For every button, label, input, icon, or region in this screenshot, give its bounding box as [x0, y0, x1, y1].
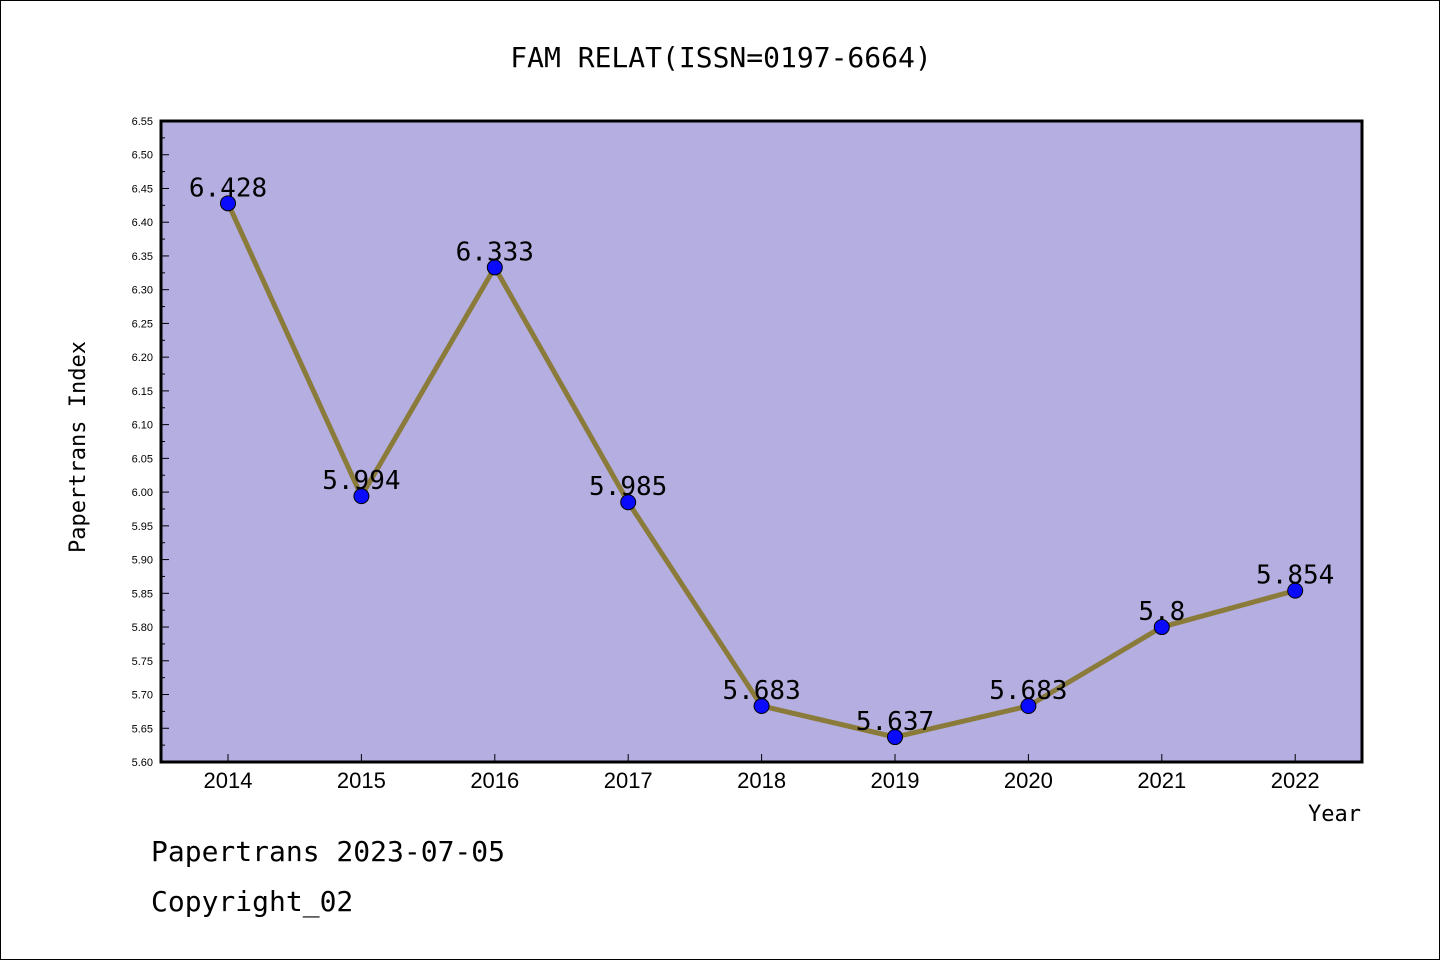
y-tick-label: 6.35 — [132, 251, 153, 263]
data-point — [753, 697, 770, 714]
data-point — [353, 488, 370, 505]
data-label: 5.683 — [989, 676, 1067, 706]
y-tick-label: 6.25 — [132, 318, 153, 330]
y-tick-label: 5.90 — [132, 555, 153, 567]
data-point — [620, 494, 637, 511]
x-tick-label: 2015 — [337, 768, 386, 793]
y-axis-label: Papertrans Index — [66, 341, 91, 553]
footer-date: Papertrans 2023-07-05 — [151, 835, 506, 868]
y-tick-label: 6.15 — [132, 386, 153, 398]
x-tick-label: 2022 — [1271, 768, 1320, 793]
y-tick-label: 5.95 — [132, 521, 153, 533]
x-tick-label: 2017 — [604, 768, 653, 793]
data-point — [486, 259, 503, 276]
x-tick-label: 2018 — [737, 768, 786, 793]
data-point — [1020, 697, 1037, 714]
x-axis: 2014 2015 2016 2017 2018 2019 2020 2021 2022 — [204, 754, 1320, 793]
y-tick-label: 5.70 — [132, 690, 153, 702]
y-tick-label: 6.55 — [132, 116, 153, 128]
y-tick-label: 5.75 — [132, 656, 153, 668]
y-axis: 5.60 5.65 5.70 5.75 5.80 5.85 5.90 5.95 6.00 6.05… — [132, 116, 169, 769]
data-point — [887, 729, 903, 746]
y-tick-label: 6.20 — [132, 352, 153, 364]
x-tick-label: 2019 — [871, 768, 920, 793]
data-label: 5.854 — [1256, 561, 1334, 591]
y-tick-label: 5.80 — [132, 622, 153, 634]
y-tick-label: 6.45 — [132, 183, 153, 195]
y-tick-label: 6.10 — [132, 420, 153, 432]
x-tick-label: 2014 — [204, 768, 253, 793]
data-label: 5.8 — [1138, 597, 1185, 627]
x-tick-label: 2016 — [470, 768, 519, 793]
data-point — [1153, 619, 1170, 636]
data-label: 5.994 — [322, 466, 400, 496]
y-tick-label: 6.40 — [132, 217, 153, 229]
y-tick-label: 6.30 — [132, 285, 153, 297]
y-tick-label: 5.65 — [132, 723, 153, 735]
data-label: 6.428 — [189, 173, 267, 203]
y-tick-label: 5.60 — [132, 757, 153, 769]
x-tick-label: 2021 — [1137, 768, 1186, 793]
x-axis-label: Year — [1308, 802, 1361, 827]
y-tick-label: 6.05 — [132, 453, 153, 465]
data-label: 5.683 — [722, 676, 800, 706]
y-tick-label: 5.85 — [132, 588, 153, 600]
y-tick-label: 6.00 — [132, 487, 153, 499]
plot-area — [159, 119, 1364, 764]
data-point — [220, 195, 236, 212]
chart-title: FAM RELAT(ISSN=0197-6664) — [510, 41, 931, 74]
footer-copyright: Copyright_02 — [151, 885, 354, 918]
y-tick-label: 6.50 — [132, 150, 153, 162]
data-point — [1287, 582, 1304, 599]
data-labels: 6.428 5.994 6.333 5.985 5.683 5.637 5.683 5.8 5.… — [189, 173, 1334, 737]
data-label: 6.333 — [456, 237, 534, 267]
data-label: 5.985 — [589, 472, 667, 502]
x-tick-label: 2020 — [1004, 768, 1053, 793]
series-markers — [220, 195, 1304, 746]
data-label: 5.637 — [856, 707, 934, 737]
